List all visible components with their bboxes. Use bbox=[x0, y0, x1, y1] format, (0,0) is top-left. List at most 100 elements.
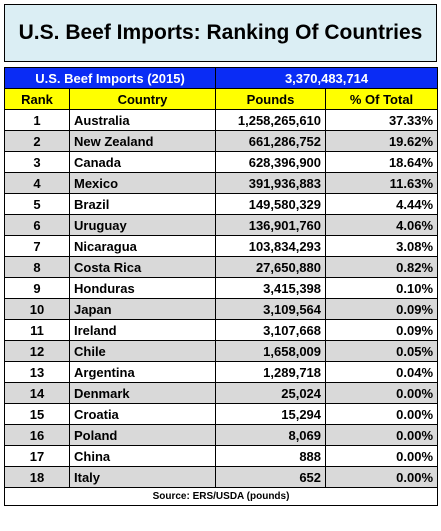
column-header: Pounds bbox=[215, 88, 327, 110]
table-cell: Honduras bbox=[68, 277, 217, 299]
table-cell: 1,258,265,610 bbox=[215, 109, 327, 131]
table-cell: 103,834,293 bbox=[215, 235, 327, 257]
table-cell: 4.06% bbox=[325, 214, 439, 236]
table-cell: 0.10% bbox=[325, 277, 439, 299]
table-cell: 0.00% bbox=[325, 466, 439, 488]
table-row: 10 Japan 3,109,564 0.09% bbox=[4, 298, 439, 320]
title: U.S. Beef Imports: Ranking Of Countries bbox=[4, 4, 437, 62]
table-cell: 628,396,900 bbox=[215, 151, 327, 173]
table-cell: Ireland bbox=[68, 319, 217, 341]
table-row: 8 Costa Rica 27,650,880 0.82% bbox=[4, 256, 439, 278]
header-row: Rank Country Pounds% Of Total bbox=[4, 88, 439, 110]
table-cell: 10 bbox=[4, 298, 70, 320]
table-cell: 652 bbox=[215, 466, 327, 488]
table-cell: Poland bbox=[68, 424, 217, 446]
table-cell: Denmark bbox=[68, 382, 217, 404]
summary-label: U.S. Beef Imports (2015) bbox=[3, 67, 217, 89]
table-cell: 18 bbox=[4, 466, 70, 488]
table-row: 3 Canada 628,396,900 18.64% bbox=[4, 151, 439, 173]
table-cell: 888 bbox=[215, 445, 327, 467]
table-cell: 15,294 bbox=[215, 403, 327, 425]
table-cell: 3.08% bbox=[325, 235, 439, 257]
table-row: 13 Argentina 1,289,718 0.04% bbox=[4, 361, 439, 383]
table-cell: 9 bbox=[4, 277, 70, 299]
table-cell: 4.44% bbox=[325, 193, 439, 215]
table-cell: 3,415,398 bbox=[215, 277, 327, 299]
table-cell: Croatia bbox=[68, 403, 217, 425]
table-cell: 0.04% bbox=[325, 361, 439, 383]
table-cell: 7 bbox=[4, 235, 70, 257]
table-cell: Mexico bbox=[68, 172, 217, 194]
table-cell: Japan bbox=[68, 298, 217, 320]
summary-row: U.S. Beef Imports (2015) 3,370,483,714 bbox=[3, 67, 439, 89]
table-cell: 13 bbox=[4, 361, 70, 383]
table-cell: 8,069 bbox=[215, 424, 327, 446]
table-row: 9 Honduras 3,415,398 0.10% bbox=[4, 277, 439, 299]
table-cell: Costa Rica bbox=[68, 256, 217, 278]
table-cell: 0.00% bbox=[325, 445, 439, 467]
table-cell: 14 bbox=[4, 382, 70, 404]
table-cell: 0.82% bbox=[325, 256, 439, 278]
table-cell: 16 bbox=[4, 424, 70, 446]
table-cell: 11 bbox=[4, 319, 70, 341]
table-cell: 6 bbox=[4, 214, 70, 236]
table-row: 18 Italy 652 0.00% bbox=[4, 466, 439, 488]
table-cell: Australia bbox=[68, 109, 217, 131]
table-row: 4 Mexico 391,936,883 11.63% bbox=[4, 172, 439, 194]
table-cell: China bbox=[68, 445, 217, 467]
table-row: 17 China 888 0.00% bbox=[4, 445, 439, 467]
table-cell: Argentina bbox=[68, 361, 217, 383]
summary-value: 3,370,483,714 bbox=[215, 67, 439, 89]
table-cell: 2 bbox=[4, 130, 70, 152]
table-row: 7 Nicaragua 103,834,293 3.08% bbox=[4, 235, 439, 257]
table-cell: 391,936,883 bbox=[215, 172, 327, 194]
table-cell: 27,650,880 bbox=[215, 256, 327, 278]
table-cell: 8 bbox=[4, 256, 70, 278]
table-cell: 1,289,718 bbox=[215, 361, 327, 383]
table-row: 12 Chile 1,658,009 0.05% bbox=[4, 340, 439, 362]
table-cell: 0.00% bbox=[325, 403, 439, 425]
source: Source: ERS/USDA (pounds) bbox=[3, 487, 439, 506]
table-cell: Chile bbox=[68, 340, 217, 362]
table-row: 5 Brazil 149,580,329 4.44% bbox=[4, 193, 439, 215]
table-cell: 11.63% bbox=[325, 172, 439, 194]
table-cell: Italy bbox=[68, 466, 217, 488]
table-cell: 661,286,752 bbox=[215, 130, 327, 152]
table-row: 1 Australia 1,258,265,610 37.33% bbox=[4, 109, 439, 131]
source-row: Source: ERS/USDA (pounds) bbox=[3, 487, 439, 506]
table-cell: Uruguay bbox=[68, 214, 217, 236]
table-cell: 0.05% bbox=[325, 340, 439, 362]
table-cell: 0.09% bbox=[325, 298, 439, 320]
table-cell: Brazil bbox=[68, 193, 217, 215]
table-cell: 0.00% bbox=[325, 424, 439, 446]
table-row: 6 Uruguay 136,901,760 4.06% bbox=[4, 214, 439, 236]
table-cell: 3,107,668 bbox=[215, 319, 327, 341]
table-cell: New Zealand bbox=[68, 130, 217, 152]
table-row: 16 Poland 8,069 0.00% bbox=[4, 424, 439, 446]
table-cell: 17 bbox=[4, 445, 70, 467]
table-cell: 25,024 bbox=[215, 382, 327, 404]
table-row: 11 Ireland 3,107,668 0.09% bbox=[4, 319, 439, 341]
table-cell: 15 bbox=[4, 403, 70, 425]
column-header: Rank bbox=[4, 88, 70, 110]
table-body: U.S. Beef Imports (2015) 3,370,483,714 R… bbox=[3, 67, 439, 506]
table-cell: 136,901,760 bbox=[215, 214, 327, 236]
table-row: 14 Denmark 25,024 0.00% bbox=[4, 382, 439, 404]
table-cell: 5 bbox=[4, 193, 70, 215]
table-cell: 0.09% bbox=[325, 319, 439, 341]
column-header: Country bbox=[68, 88, 217, 110]
table-cell: 3 bbox=[4, 151, 70, 173]
column-header: % Of Total bbox=[325, 88, 439, 110]
table-cell: 1,658,009 bbox=[215, 340, 327, 362]
table-row: 2 New Zealand 661,286,752 19.62% bbox=[4, 130, 439, 152]
table-cell: 12 bbox=[4, 340, 70, 362]
table-cell: 4 bbox=[4, 172, 70, 194]
table-cell: 19.62% bbox=[325, 130, 439, 152]
table-cell: 37.33% bbox=[325, 109, 439, 131]
table-cell: 0.00% bbox=[325, 382, 439, 404]
table: U.S. Beef Imports (2015) 3,370,483,714 R… bbox=[3, 67, 439, 506]
table-cell: 18.64% bbox=[325, 151, 439, 173]
table-cell: Canada bbox=[68, 151, 217, 173]
table-cell: 1 bbox=[4, 109, 70, 131]
